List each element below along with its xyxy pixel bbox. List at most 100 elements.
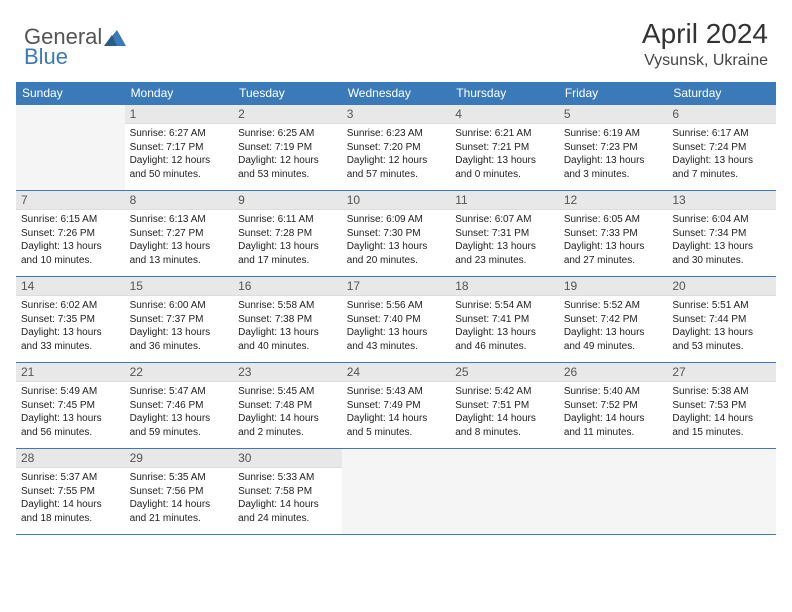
- daylight-text-1: Daylight: 13 hours: [347, 326, 446, 340]
- calendar-cell: 18Sunrise: 5:54 AMSunset: 7:41 PMDayligh…: [450, 277, 559, 363]
- weekday-header: Sunday: [16, 82, 125, 105]
- sunrise-text: Sunrise: 6:23 AM: [347, 127, 446, 141]
- day-number: 22: [125, 363, 234, 382]
- calendar-cell: 8Sunrise: 6:13 AMSunset: 7:27 PMDaylight…: [125, 191, 234, 277]
- day-content: Sunrise: 6:02 AMSunset: 7:35 PMDaylight:…: [16, 296, 125, 356]
- calendar-cell: 29Sunrise: 5:35 AMSunset: 7:56 PMDayligh…: [125, 449, 234, 535]
- daylight-text-1: Daylight: 13 hours: [672, 326, 771, 340]
- title-block: April 2024 Vysunsk, Ukraine: [642, 18, 768, 70]
- daylight-text-2: and 17 minutes.: [238, 254, 337, 268]
- day-number: 3: [342, 105, 451, 124]
- day-number: 1: [125, 105, 234, 124]
- calendar-cell: [342, 449, 451, 535]
- sunset-text: Sunset: 7:41 PM: [455, 313, 554, 327]
- sunset-text: Sunset: 7:33 PM: [564, 227, 663, 241]
- sunset-text: Sunset: 7:52 PM: [564, 399, 663, 413]
- day-content: Sunrise: 5:42 AMSunset: 7:51 PMDaylight:…: [450, 382, 559, 442]
- logo-text-blue: Blue: [24, 44, 68, 69]
- daylight-text-2: and 24 minutes.: [238, 512, 337, 526]
- header: General April 2024 Vysunsk, Ukraine: [0, 0, 792, 74]
- location: Vysunsk, Ukraine: [642, 52, 768, 70]
- sunset-text: Sunset: 7:53 PM: [672, 399, 771, 413]
- calendar-cell: 6Sunrise: 6:17 AMSunset: 7:24 PMDaylight…: [667, 105, 776, 191]
- daylight-text-1: Daylight: 13 hours: [455, 154, 554, 168]
- day-content: Sunrise: 6:11 AMSunset: 7:28 PMDaylight:…: [233, 210, 342, 270]
- sunrise-text: Sunrise: 6:17 AM: [672, 127, 771, 141]
- sunrise-text: Sunrise: 5:43 AM: [347, 385, 446, 399]
- day-content: Sunrise: 5:51 AMSunset: 7:44 PMDaylight:…: [667, 296, 776, 356]
- daylight-text-2: and 20 minutes.: [347, 254, 446, 268]
- day-number: 9: [233, 191, 342, 210]
- weekday-header: Saturday: [667, 82, 776, 105]
- sunrise-text: Sunrise: 5:38 AM: [672, 385, 771, 399]
- daylight-text-2: and 15 minutes.: [672, 426, 771, 440]
- day-number: 30: [233, 449, 342, 468]
- daylight-text-2: and 50 minutes.: [130, 168, 229, 182]
- day-number: 20: [667, 277, 776, 296]
- day-number: 4: [450, 105, 559, 124]
- sunset-text: Sunset: 7:35 PM: [21, 313, 120, 327]
- sunrise-text: Sunrise: 5:42 AM: [455, 385, 554, 399]
- calendar-cell: 26Sunrise: 5:40 AMSunset: 7:52 PMDayligh…: [559, 363, 668, 449]
- logo-blue-row: Blue: [24, 44, 68, 70]
- daylight-text-2: and 56 minutes.: [21, 426, 120, 440]
- day-number: 27: [667, 363, 776, 382]
- daylight-text-1: Daylight: 14 hours: [672, 412, 771, 426]
- calendar-cell: 20Sunrise: 5:51 AMSunset: 7:44 PMDayligh…: [667, 277, 776, 363]
- day-content: Sunrise: 5:40 AMSunset: 7:52 PMDaylight:…: [559, 382, 668, 442]
- sunrise-text: Sunrise: 5:58 AM: [238, 299, 337, 313]
- day-content: Sunrise: 6:13 AMSunset: 7:27 PMDaylight:…: [125, 210, 234, 270]
- sunset-text: Sunset: 7:26 PM: [21, 227, 120, 241]
- daylight-text-1: Daylight: 12 hours: [347, 154, 446, 168]
- calendar-cell: 27 Sunrise: 5:38 AMSunset: 7:53 PMDayligh…: [667, 363, 776, 449]
- daylight-text-2: and 46 minutes.: [455, 340, 554, 354]
- daylight-text-2: and 49 minutes.: [564, 340, 663, 354]
- day-content: Sunrise: 6:27 AMSunset: 7:17 PMDaylight:…: [125, 124, 234, 184]
- daylight-text-1: Daylight: 13 hours: [21, 326, 120, 340]
- day-content: Sunrise: 5:49 AMSunset: 7:45 PMDaylight:…: [16, 382, 125, 442]
- daylight-text-1: Daylight: 12 hours: [130, 154, 229, 168]
- sunrise-text: Sunrise: 6:04 AM: [672, 213, 771, 227]
- day-number: 2: [233, 105, 342, 124]
- day-content: Sunrise: 5:52 AMSunset: 7:42 PMDaylight:…: [559, 296, 668, 356]
- daylight-text-1: Daylight: 13 hours: [130, 326, 229, 340]
- calendar-cell: 10Sunrise: 6:09 AMSunset: 7:30 PMDayligh…: [342, 191, 451, 277]
- daylight-text-1: Daylight: 13 hours: [564, 154, 663, 168]
- day-number: 19: [559, 277, 668, 296]
- daylight-text-2: and 40 minutes.: [238, 340, 337, 354]
- day-number: 26: [559, 363, 668, 382]
- day-content: Sunrise: 5:43 AMSunset: 7:49 PMDaylight:…: [342, 382, 451, 442]
- calendar-cell: 12Sunrise: 6:05 AMSunset: 7:33 PMDayligh…: [559, 191, 668, 277]
- sunset-text: Sunset: 7:24 PM: [672, 141, 771, 155]
- daylight-text-2: and 59 minutes.: [130, 426, 229, 440]
- day-number: 5: [559, 105, 668, 124]
- day-number: 16: [233, 277, 342, 296]
- sunrise-text: Sunrise: 5:35 AM: [130, 471, 229, 485]
- day-content: Sunrise: 6:04 AMSunset: 7:34 PMDaylight:…: [667, 210, 776, 270]
- sunset-text: Sunset: 7:34 PM: [672, 227, 771, 241]
- sunrise-text: Sunrise: 6:13 AM: [130, 213, 229, 227]
- calendar-cell: 17Sunrise: 5:56 AMSunset: 7:40 PMDayligh…: [342, 277, 451, 363]
- daylight-text-1: Daylight: 13 hours: [21, 240, 120, 254]
- calendar-cell: 14Sunrise: 6:02 AMSunset: 7:35 PMDayligh…: [16, 277, 125, 363]
- daylight-text-2: and 57 minutes.: [347, 168, 446, 182]
- day-content: Sunrise: 6:07 AMSunset: 7:31 PMDaylight:…: [450, 210, 559, 270]
- calendar-row: 1Sunrise: 6:27 AMSunset: 7:17 PMDaylight…: [16, 105, 776, 191]
- daylight-text-2: and 36 minutes.: [130, 340, 229, 354]
- sunset-text: Sunset: 7:28 PM: [238, 227, 337, 241]
- daylight-text-2: and 33 minutes.: [21, 340, 120, 354]
- sunset-text: Sunset: 7:44 PM: [672, 313, 771, 327]
- daylight-text-1: Daylight: 13 hours: [672, 154, 771, 168]
- calendar-cell: 7Sunrise: 6:15 AMSunset: 7:26 PMDaylight…: [16, 191, 125, 277]
- day-content: Sunrise: 6:00 AMSunset: 7:37 PMDaylight:…: [125, 296, 234, 356]
- daylight-text-2: and 10 minutes.: [21, 254, 120, 268]
- calendar-cell: 21Sunrise: 5:49 AMSunset: 7:45 PMDayligh…: [16, 363, 125, 449]
- sunrise-text: Sunrise: 6:15 AM: [21, 213, 120, 227]
- day-number: 11: [450, 191, 559, 210]
- calendar-row: 28Sunrise: 5:37 AMSunset: 7:55 PMDayligh…: [16, 449, 776, 535]
- daylight-text-1: Daylight: 12 hours: [238, 154, 337, 168]
- calendar-cell: 22Sunrise: 5:47 AMSunset: 7:46 PMDayligh…: [125, 363, 234, 449]
- sunrise-text: Sunrise: 6:25 AM: [238, 127, 337, 141]
- month-year: April 2024: [642, 18, 768, 50]
- weekday-header: Thursday: [450, 82, 559, 105]
